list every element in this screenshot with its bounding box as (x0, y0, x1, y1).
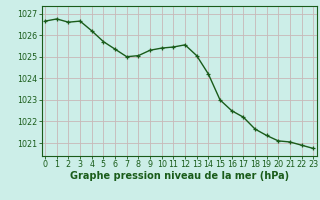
X-axis label: Graphe pression niveau de la mer (hPa): Graphe pression niveau de la mer (hPa) (70, 171, 289, 181)
